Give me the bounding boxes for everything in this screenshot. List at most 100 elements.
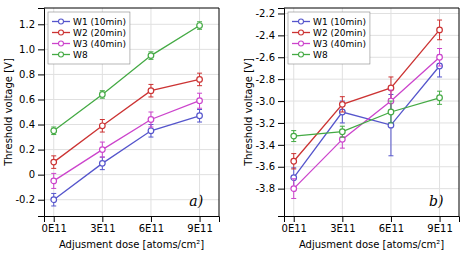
- line: [54, 101, 200, 181]
- error-bar: [51, 156, 56, 169]
- tick: 6E11: [379, 216, 404, 234]
- point: [197, 98, 203, 104]
- tick: 1.0: [19, 44, 44, 55]
- tick: 3E11: [330, 216, 355, 234]
- legend-marker: [59, 41, 64, 46]
- tick: 0E11: [42, 216, 67, 234]
- point: [100, 123, 106, 129]
- tick-label: 1.0: [19, 44, 35, 55]
- tick: 0.2: [19, 144, 44, 155]
- legend-marker: [59, 52, 64, 57]
- series: [51, 73, 202, 168]
- legend-marker: [299, 52, 304, 57]
- axis-line: [45, 217, 220, 223]
- tick-label: -3.8: [255, 183, 275, 194]
- tick-mark: [38, 200, 44, 201]
- tick: 0: [29, 169, 44, 180]
- tick: 0.8: [19, 69, 44, 80]
- grid-line: [284, 101, 459, 102]
- axis-line: [285, 217, 460, 223]
- legend-label: W8: [73, 50, 88, 60]
- error-bar: [51, 127, 56, 135]
- tick-label: 0.6: [19, 94, 35, 105]
- point: [100, 147, 106, 153]
- point: [197, 23, 203, 29]
- tick-mark: [38, 150, 44, 151]
- error-bar: [291, 154, 296, 169]
- point: [100, 92, 106, 98]
- legend-marker: [299, 30, 304, 35]
- tick-label: 0.2: [19, 144, 35, 155]
- axis-line: [38, 9, 45, 217]
- legend-box: [288, 12, 370, 64]
- point: [51, 197, 57, 203]
- y-axis-title: Threshold voltage [V]: [3, 58, 14, 167]
- tick-mark: [278, 79, 284, 80]
- point: [388, 109, 394, 115]
- tick: -3.4: [255, 140, 284, 151]
- legend-marker: [59, 30, 64, 35]
- point: [148, 117, 154, 123]
- panel: 0E113E116E119E11-3.8-3.6-3.4-3.2-3.0-2.8…: [243, 8, 460, 250]
- line: [294, 66, 440, 178]
- tick: -3.0: [255, 96, 284, 107]
- tick: -2.8: [255, 74, 284, 85]
- grid-line: [284, 144, 459, 145]
- line: [54, 79, 200, 162]
- tick-label: 1.2: [19, 19, 35, 30]
- grid-line: [44, 124, 219, 125]
- point: [340, 129, 346, 135]
- series: [51, 93, 202, 188]
- grid-line: [44, 174, 219, 175]
- tick-mark: [54, 216, 55, 222]
- frame: [284, 8, 459, 9]
- grid-line: [284, 166, 459, 167]
- tick-label: 0.8: [19, 69, 35, 80]
- tick-label: 9E11: [427, 223, 452, 234]
- point: [437, 95, 443, 101]
- error-bar: [340, 97, 345, 112]
- legend-label: W1 (10min): [313, 17, 366, 27]
- tick-label: -3.6: [255, 161, 275, 172]
- tick-mark: [278, 167, 284, 168]
- tick-mark: [151, 216, 152, 222]
- grid-line: [44, 74, 219, 75]
- grid: [284, 8, 459, 216]
- tick-mark: [294, 216, 295, 222]
- legend-box: [48, 12, 130, 64]
- panel: 0E113E116E119E11-0.200.20.40.60.81.01.2A…: [3, 8, 220, 250]
- grid: [44, 8, 219, 216]
- panel-label: a): [189, 193, 203, 209]
- y-axis: -3.8-3.6-3.4-3.2-3.0-2.8-2.6-2.4-2.2: [255, 8, 284, 216]
- tick-label: -2.2: [255, 8, 275, 19]
- tick-label: 6E11: [139, 223, 164, 234]
- tick-mark: [102, 216, 103, 222]
- tick: 0E11: [282, 216, 307, 234]
- error-bar: [291, 131, 296, 142]
- grid-line: [44, 99, 219, 100]
- tick-mark: [38, 49, 44, 50]
- tick-mark: [38, 175, 44, 176]
- tick-label: 9E11: [187, 223, 212, 234]
- error-bar: [51, 173, 56, 188]
- point: [51, 178, 57, 184]
- point: [291, 158, 297, 164]
- legend-label: W1 (10min): [73, 17, 126, 27]
- tick-mark: [278, 35, 284, 36]
- series: [291, 91, 442, 141]
- legend-label: W8: [313, 50, 328, 60]
- line: [54, 116, 200, 200]
- tick: 0.6: [19, 94, 44, 105]
- tick: 9E11: [187, 216, 212, 234]
- tick-label: 3E11: [330, 223, 355, 234]
- error-bar: [197, 22, 202, 30]
- error-bar: [148, 84, 153, 97]
- tick: 9E11: [427, 216, 452, 234]
- error-bar: [340, 126, 345, 137]
- error-bar: [388, 101, 393, 123]
- legend-marker: [299, 19, 304, 24]
- tick-label: -3.4: [255, 140, 275, 151]
- legend: W1 (10min)W2 (20min)W3 (40min)W8: [288, 12, 370, 64]
- x-axis-title: Adjusment dose [atoms/cm²]: [59, 239, 204, 250]
- legend-marker: [59, 19, 64, 24]
